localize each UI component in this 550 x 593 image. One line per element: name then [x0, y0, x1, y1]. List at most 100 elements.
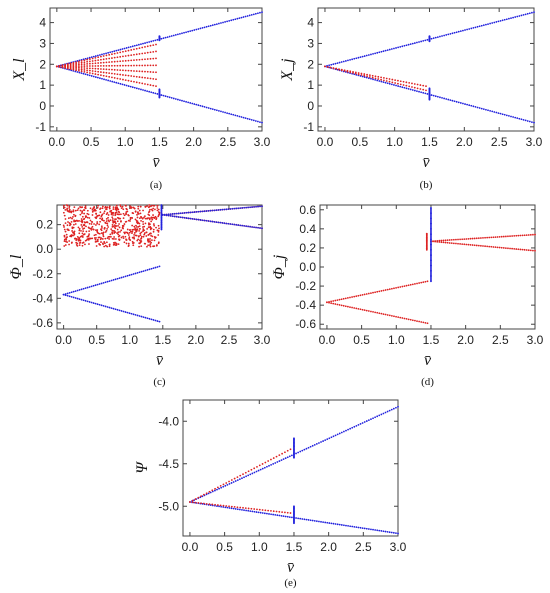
data-point: [430, 37, 433, 40]
data-point: [129, 220, 131, 222]
data-point: [413, 83, 416, 85]
data-point: [255, 226, 257, 229]
data-point: [376, 290, 379, 293]
data-point: [193, 499, 195, 501]
data-point: [487, 109, 489, 112]
data-point: [154, 208, 156, 211]
data-point: [146, 317, 149, 320]
data-point: [107, 51, 110, 54]
data-point: [225, 505, 228, 507]
data-point: [372, 417, 374, 420]
data-point: [91, 225, 94, 228]
data-point: [432, 94, 435, 97]
data-point: [405, 318, 408, 320]
data-point: [55, 65, 58, 68]
data-point: [115, 242, 117, 245]
data-point: [216, 486, 219, 489]
data-point: [185, 31, 187, 34]
data-point: [328, 437, 331, 440]
data-point: [92, 55, 95, 58]
data-point: [422, 39, 425, 42]
data-point: [104, 244, 107, 247]
data-point: [189, 102, 192, 104]
data-point: [244, 471, 247, 474]
data-point: [382, 289, 385, 292]
data-point: [128, 312, 131, 315]
data-point: [336, 68, 339, 71]
data-point: [457, 101, 460, 104]
data-point: [127, 79, 130, 82]
data-point: [523, 248, 526, 251]
data-point: [90, 223, 93, 225]
data-point: [432, 240, 434, 243]
data-point: [256, 120, 259, 123]
y-tick-label: 0.0: [36, 242, 53, 256]
data-point: [449, 32, 452, 35]
data-point: [503, 113, 506, 116]
y-tick-label: 0.6: [299, 203, 316, 217]
data-point: [124, 59, 127, 62]
data-point: [374, 52, 377, 55]
data-point: [330, 302, 333, 305]
data-point: [224, 21, 226, 23]
data-point: [138, 64, 141, 67]
data-point: [281, 452, 284, 455]
data-point: [409, 88, 412, 91]
data-point: [232, 481, 235, 483]
data-point: [230, 505, 233, 508]
data-point: [79, 213, 82, 216]
data-point: [409, 283, 412, 286]
data-point: [81, 221, 84, 224]
data-point: [367, 419, 370, 422]
data-point: [469, 237, 472, 240]
data-point: [401, 86, 404, 89]
data-point: [411, 283, 414, 286]
data-point: [395, 47, 397, 49]
data-point: [251, 226, 253, 228]
data-point: [447, 98, 450, 101]
data-point: [197, 104, 200, 107]
data-point: [77, 69, 80, 72]
data-point: [232, 18, 235, 21]
data-point: [391, 78, 394, 81]
data-point: [275, 455, 278, 458]
data-point: [129, 85, 132, 88]
data-point: [78, 232, 81, 235]
data-point: [108, 206, 111, 209]
data-point: [144, 83, 146, 85]
data-point: [449, 99, 452, 102]
data-point: [303, 448, 306, 451]
data-point: [488, 245, 491, 248]
data-point: [91, 70, 94, 72]
data-point: [474, 26, 477, 29]
data-point: [256, 12, 259, 15]
data-point: [482, 245, 484, 247]
data-point: [332, 435, 335, 438]
data-point: [158, 213, 161, 216]
data-point: [97, 70, 100, 73]
data-point: [154, 215, 157, 218]
data-point: [147, 206, 150, 209]
data-point: [116, 232, 118, 235]
data-point: [332, 300, 335, 302]
data-point: [349, 525, 352, 528]
data-point: [355, 526, 358, 529]
data-point: [142, 235, 145, 238]
data-point: [392, 531, 395, 534]
data-point: [336, 303, 339, 306]
data-point: [149, 208, 151, 211]
data-point: [94, 284, 97, 287]
data-point: [112, 307, 115, 310]
data-point: [418, 41, 420, 43]
data-point: [336, 433, 339, 436]
data-point: [92, 302, 95, 304]
data-point: [70, 291, 73, 294]
data-point: [149, 243, 152, 245]
data-point: [118, 239, 121, 242]
data-point: [189, 217, 192, 220]
data-point: [440, 239, 443, 242]
data-point: [301, 449, 304, 452]
data-point: [286, 456, 289, 459]
data-point: [173, 212, 176, 215]
